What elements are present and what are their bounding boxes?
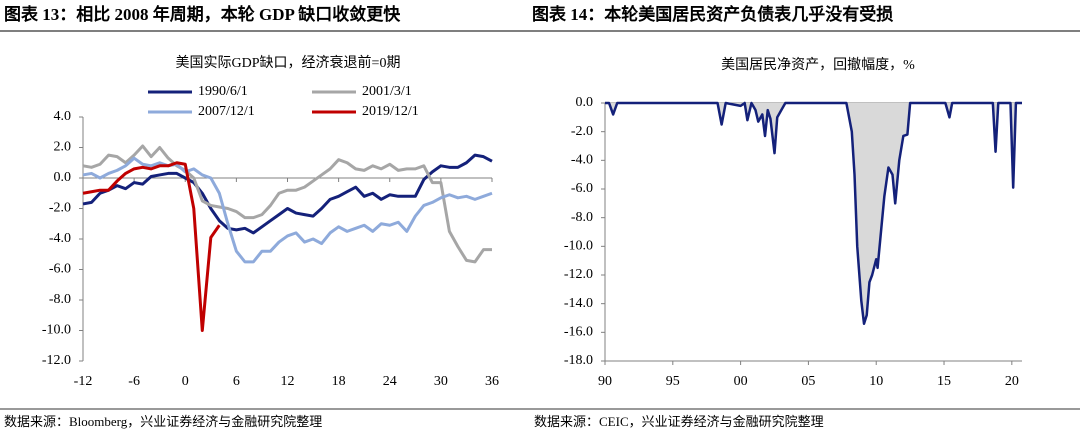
figure-caption: 图表 14：本轮美国居民资产负债表几乎没有受损 [532,4,893,24]
y-tick-label: -16.0 [564,325,593,340]
x-tick-label: 18 [332,374,346,389]
y-tick-label: -14.0 [564,296,593,311]
legend-label: 1990/6/1 [198,84,248,99]
x-tick-label: 15 [937,374,951,389]
legend-label: 2001/3/1 [362,84,412,99]
source-note: 数据来源：CEIC，兴业证券经济与金融研究院整理 [534,414,824,429]
y-tick-label: 4.0 [54,109,72,124]
x-tick-label: 12 [281,374,295,389]
y-tick-label: 2.0 [54,140,72,155]
x-tick-label: 6 [233,374,240,389]
y-tick-label: -6.0 [571,181,593,196]
y-tick-label: -8.0 [49,292,71,307]
chart-title: 美国居民净资产，回撤幅度，% [721,57,915,73]
legend-label: 2007/12/1 [198,104,255,119]
x-tick-label: 24 [383,374,397,389]
series-line [82,144,492,264]
y-tick-label: -4.0 [571,153,593,168]
x-tick-label: 90 [598,374,612,389]
y-tick-label: -12.0 [42,353,71,368]
x-tick-label: -6 [128,374,140,389]
legend-label: 2019/12/1 [362,104,419,119]
x-tick-label: 05 [801,374,815,389]
source-note: 数据来源：Bloomberg，兴业证券经济与金融研究院整理 [4,414,322,429]
series-line [82,161,221,332]
y-tick-label: 0.0 [576,95,594,110]
y-tick-label: -2.0 [49,201,71,216]
y-tick-label: -18.0 [564,353,593,368]
x-tick-label: 95 [666,374,680,389]
x-tick-label: 30 [434,374,448,389]
series-line [82,153,493,235]
x-tick-label: 36 [485,374,499,389]
figure-caption: 图表 13：相比 2008 年周期，本轮 GDP 缺口收敛更快 [4,4,401,24]
x-tick-label: 20 [1005,374,1019,389]
y-tick-label: -10.0 [564,239,593,254]
x-tick-label: 0 [182,374,189,389]
series-line [82,156,493,264]
y-tick-label: -10.0 [42,323,71,338]
y-tick-label: -12.0 [564,267,593,282]
y-tick-label: 0.0 [54,170,72,185]
y-tick-label: -6.0 [49,262,71,277]
chart-title: 美国实际GDP缺口，经济衰退前=0期 [176,54,401,71]
y-tick-label: -8.0 [571,210,593,225]
x-tick-label: 10 [869,374,883,389]
area-line [605,101,1022,325]
y-tick-label: -4.0 [49,231,71,246]
x-tick-label: 00 [734,374,748,389]
area-fill [605,103,1022,324]
y-tick-label: -2.0 [571,124,593,139]
x-tick-label: -12 [74,374,93,389]
